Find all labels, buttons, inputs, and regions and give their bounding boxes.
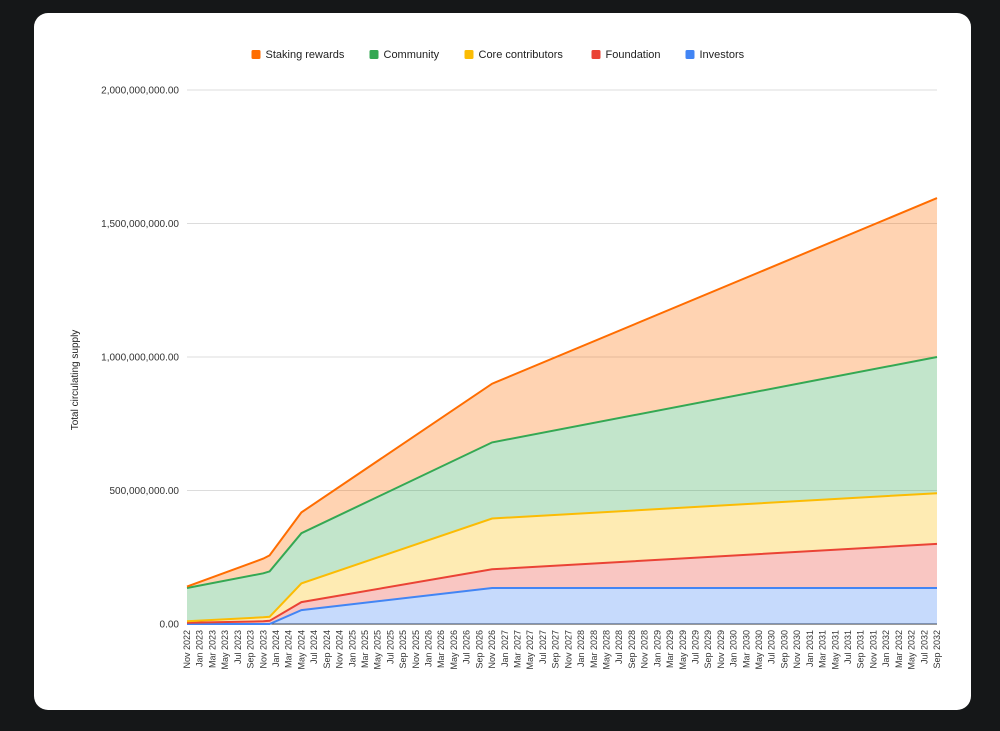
x-tick-label: Mar 2024	[284, 630, 294, 668]
x-tick-label: Jan 2029	[652, 630, 662, 667]
legend-swatch	[251, 50, 261, 59]
area-staking-rewards	[187, 198, 937, 588]
y-tick-labels: 0.00 500,000,000.00 1,000,000,000.00 1,500,…	[101, 86, 179, 631]
line-core-contributors	[186, 492, 938, 623]
x-tick-label: Mar 2031	[818, 630, 828, 668]
x-tick-label: Sep 2029	[703, 630, 713, 669]
x-tick-label: Mar 2027	[513, 630, 523, 668]
x-tick-label: Jan 2028	[576, 630, 586, 667]
x-tick-label: May 2027	[525, 630, 535, 670]
x-tick-label: Jul 2024	[309, 630, 319, 664]
x-tick-label: Mar 2025	[360, 630, 370, 668]
x-tick-label: Jul 2027	[538, 630, 548, 664]
x-tick-label: Nov 2024	[335, 630, 345, 669]
x-tick-label: Sep 2031	[856, 630, 866, 669]
line-community	[186, 356, 938, 589]
x-tick-label: May 2030	[754, 630, 764, 670]
x-tick-label: Nov 2029	[716, 630, 726, 669]
x-tick-label: May 2025	[373, 630, 383, 670]
line-investors	[187, 587, 937, 625]
y-tick-label: 1,000,000,000.00	[101, 353, 179, 364]
x-tick-label: Jan 2026	[424, 630, 434, 667]
legend-label: Core contributors	[479, 49, 564, 61]
x-tick-label: Nov 2028	[640, 630, 650, 669]
x-tick-label: Sep 2025	[398, 630, 408, 669]
series-lines	[186, 197, 938, 625]
line-staking-rewards	[186, 197, 938, 588]
x-tick-labels: Nov 2022 Jan 2023 Mar 2023 May 2023 Jul 2023…	[182, 630, 942, 670]
legend-label: Foundation	[606, 49, 661, 61]
legend-swatch	[369, 50, 379, 59]
x-tick-label: Nov 2026	[487, 630, 497, 669]
y-tick-label: 500,000,000.00	[109, 486, 179, 497]
y-tick-label: 1,500,000,000.00	[101, 219, 179, 230]
x-tick-label: Mar 2028	[589, 630, 599, 668]
legend-label: Staking rewards	[266, 49, 345, 61]
y-tick-label: 2,000,000,000.00	[101, 86, 179, 97]
x-tick-label: Sep 2027	[551, 630, 561, 669]
x-tick-label: Jul 2031	[843, 630, 853, 664]
legend-label: Investors	[700, 49, 745, 61]
x-tick-label: Jan 2032	[881, 630, 891, 667]
x-tick-label: Nov 2031	[868, 630, 878, 669]
y-tick-label: 0.00	[160, 620, 180, 631]
legend: Staking rewards Community Core contributor…	[251, 49, 745, 61]
x-tick-label: Jul 2023	[233, 630, 243, 664]
area-foundation	[187, 543, 937, 624]
x-tick-label: Nov 2027	[563, 630, 573, 669]
line-foundation	[186, 542, 938, 624]
x-tick-label: Mar 2030	[741, 630, 751, 668]
x-tick-label: Nov 2022	[182, 630, 192, 669]
x-tick-label: Jan 2023	[195, 630, 205, 667]
x-tick-label: Nov 2025	[411, 630, 421, 669]
series-areas	[187, 198, 937, 624]
y-axis-title: Total circulating supply	[70, 330, 81, 431]
area-community	[187, 357, 937, 622]
x-tick-label: Jul 2028	[614, 630, 624, 664]
x-tick-label: Jul 2025	[385, 630, 395, 664]
x-tick-label: May 2028	[602, 630, 612, 670]
x-tick-label: Sep 2024	[322, 630, 332, 669]
x-tick-label: Jan 2024	[271, 630, 281, 667]
legend-swatch	[591, 50, 601, 59]
area-investors	[187, 588, 937, 624]
x-tick-label: Sep 2023	[246, 630, 256, 669]
x-tick-label: Sep 2032	[932, 630, 942, 669]
x-tick-label: Jan 2027	[500, 630, 510, 667]
x-tick-label: May 2024	[296, 630, 306, 670]
legend-swatch	[464, 50, 474, 59]
x-tick-label: Jul 2030	[767, 630, 777, 664]
x-tick-label: Sep 2028	[627, 630, 637, 669]
x-tick-label: May 2026	[449, 630, 459, 670]
x-tick-label: May 2023	[220, 630, 230, 670]
x-tick-label: May 2031	[830, 630, 840, 670]
x-tick-label: Mar 2023	[207, 630, 217, 668]
x-tick-label: May 2029	[678, 630, 688, 670]
x-tick-label: Jan 2025	[347, 630, 357, 667]
x-tick-label: Mar 2026	[436, 630, 446, 668]
x-tick-label: Mar 2029	[665, 630, 675, 668]
legend-label: Community	[384, 49, 440, 61]
x-tick-label: Nov 2023	[258, 630, 268, 669]
x-tick-label: Jan 2030	[729, 630, 739, 667]
x-tick-label: Nov 2030	[792, 630, 802, 669]
x-tick-label: Sep 2026	[474, 630, 484, 669]
x-tick-label: Sep 2030	[780, 630, 790, 669]
x-tick-label: Mar 2032	[894, 630, 904, 668]
chart-card	[34, 13, 971, 710]
x-tick-label: Jul 2029	[691, 630, 701, 664]
x-tick-label: Jul 2026	[462, 630, 472, 664]
area-core-contributors	[187, 493, 937, 623]
gridlines	[187, 89, 937, 625]
legend-swatch	[685, 50, 695, 59]
x-tick-label: Jul 2032	[919, 630, 929, 664]
x-tick-label: Jan 2031	[805, 630, 815, 667]
x-tick-label: May 2032	[907, 630, 917, 670]
